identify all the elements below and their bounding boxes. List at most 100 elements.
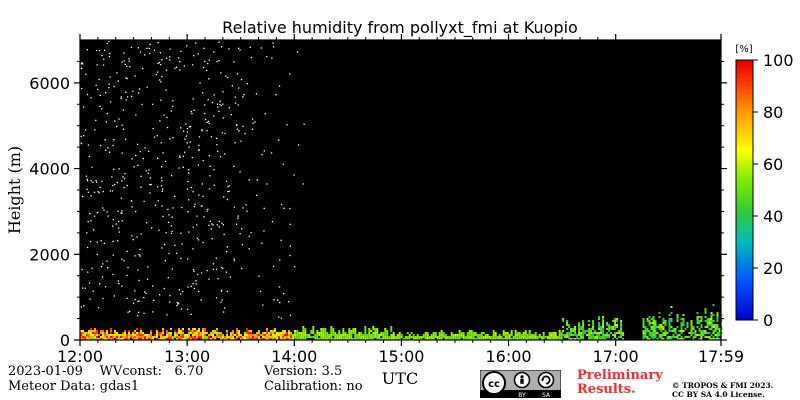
heatmap-cell (652, 320, 655, 322)
heatmap-cell (126, 338, 128, 340)
heatmap-cell (248, 330, 250, 332)
heatmap-cell (588, 336, 591, 338)
heatmap-cell (680, 332, 683, 334)
heatmap-cell (698, 316, 701, 318)
heatmap-cell (580, 328, 583, 330)
noise-pixel (194, 203, 196, 205)
noise-pixel (293, 174, 295, 176)
noise-pixel (211, 101, 213, 104)
noise-pixel (222, 117, 224, 119)
heatmap-cell (90, 332, 92, 334)
heatmap-cell (336, 336, 339, 338)
heatmap-cell (492, 330, 495, 332)
heatmap-cell (590, 336, 593, 338)
heatmap-cell (448, 336, 451, 338)
heatmap-cell (534, 336, 537, 338)
heatmap-cell (562, 334, 565, 336)
heatmap-cell (712, 314, 715, 316)
heatmap-cell (244, 332, 246, 334)
heatmap-cell (650, 332, 653, 334)
heatmap-cell (602, 320, 605, 322)
heatmap-cell (126, 334, 128, 336)
noise-pixel (203, 47, 205, 49)
noise-pixel (108, 83, 110, 85)
noise-pixel (126, 274, 128, 277)
heatmap-cell (142, 338, 144, 340)
heatmap-cell (588, 320, 591, 322)
heatmap-cell (254, 338, 256, 340)
heatmap-cell (504, 332, 507, 334)
heatmap-cell (612, 320, 615, 322)
heatmap-cell (648, 320, 651, 322)
heatmap-cell (526, 334, 529, 336)
heatmap-cell (558, 338, 561, 340)
noise-pixel (112, 254, 114, 256)
noise-pixel (242, 125, 244, 127)
heatmap-cell (706, 336, 709, 338)
heatmap-cell (468, 336, 471, 338)
noise-pixel (161, 190, 163, 192)
heatmap-cell (650, 326, 653, 328)
noise-pixel (190, 285, 192, 288)
heatmap-cell (226, 332, 228, 334)
heatmap-cell (110, 330, 112, 332)
heatmap-cell (710, 312, 713, 314)
heatmap-cell (438, 334, 441, 336)
heatmap-cell (92, 330, 94, 332)
heatmap-cell (648, 322, 651, 324)
noise-pixel (179, 69, 181, 71)
heatmap-cell (562, 320, 565, 322)
heatmap-cell (494, 338, 497, 340)
noise-pixel (161, 205, 163, 207)
noise-pixel (113, 168, 115, 170)
heatmap-cell (334, 336, 337, 338)
heatmap-cell (578, 334, 581, 336)
noise-pixel (216, 144, 218, 146)
heatmap-cell (504, 336, 507, 338)
heatmap-cell (530, 334, 533, 336)
noise-pixel (213, 169, 215, 171)
heatmap-cell (322, 332, 325, 334)
heatmap-cell (106, 330, 108, 332)
heatmap-cell (668, 322, 671, 324)
heatmap-cell (604, 334, 607, 336)
heatmap-cell (642, 338, 645, 340)
noise-pixel (146, 222, 148, 224)
noise-pixel (266, 183, 268, 185)
heatmap-cell (102, 336, 104, 338)
heatmap-cell (690, 334, 693, 336)
noise-pixel (272, 46, 275, 48)
noise-pixel (202, 160, 204, 162)
noise-pixel (196, 237, 198, 240)
heatmap-cell (264, 334, 266, 336)
heatmap-cell (94, 338, 96, 340)
noise-pixel (138, 279, 140, 282)
preliminary-line2: Results. (577, 382, 636, 397)
heatmap-cell (292, 334, 294, 336)
heatmap-cell (284, 332, 286, 334)
heatmap-cell (148, 336, 150, 338)
heatmap-cell (498, 338, 501, 340)
heatmap-cell (264, 338, 266, 340)
heatmap-cell (174, 332, 176, 334)
heatmap-cell (380, 334, 383, 336)
heatmap-cell (116, 332, 118, 334)
heatmap-cell (300, 338, 303, 340)
noise-pixel (179, 61, 181, 63)
noise-pixel (115, 223, 117, 225)
noise-pixel (216, 103, 219, 105)
heatmap-cell (354, 338, 357, 340)
noise-pixel (166, 126, 169, 129)
heatmap-cell (686, 326, 689, 328)
noise-pixel (120, 212, 122, 214)
heatmap-cell (508, 334, 511, 336)
y-tick-label: 4000 (29, 160, 70, 179)
x-axis-label: UTC (382, 369, 418, 388)
heatmap-cell (484, 338, 487, 340)
heatmap-cell (652, 328, 655, 330)
heatmap-cell (590, 332, 593, 334)
heatmap-cell (368, 332, 371, 334)
heatmap-cell (184, 334, 186, 336)
heatmap-cell (598, 318, 601, 320)
noise-pixel (147, 172, 149, 174)
